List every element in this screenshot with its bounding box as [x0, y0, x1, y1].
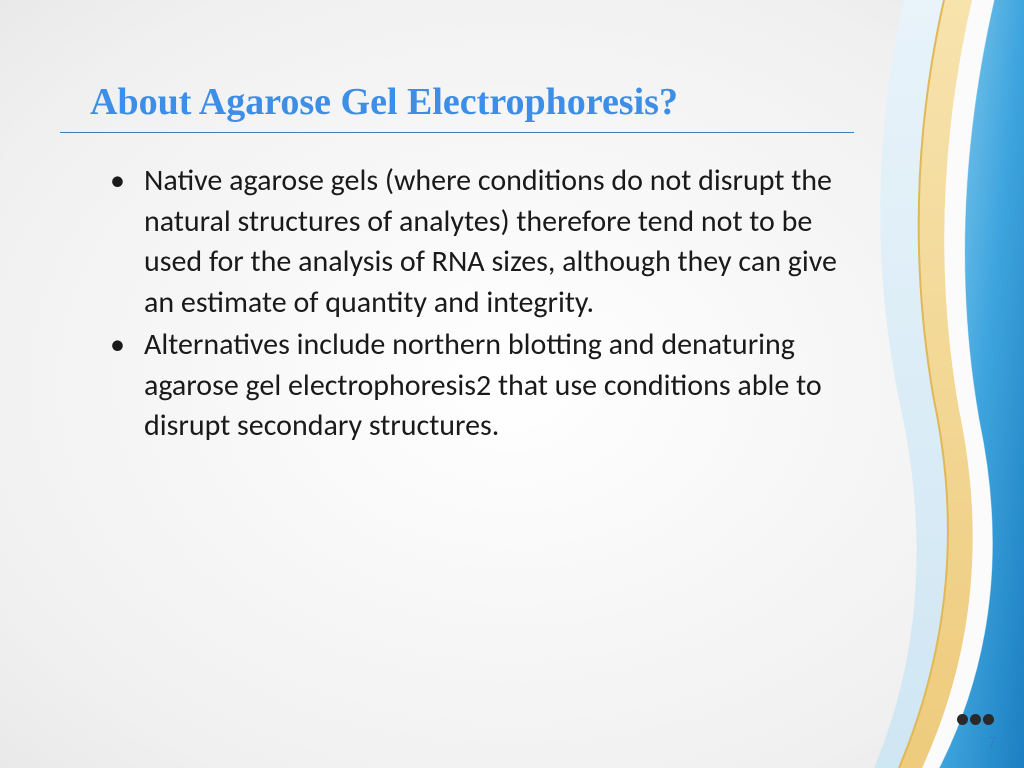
bullet-item: Native agarose gels (where conditions do… [110, 161, 854, 323]
bullet-item: Alternatives include northern blotting a… [110, 325, 854, 447]
slide-content: About Agarose Gel Electrophoresis? Nativ… [0, 0, 1024, 768]
slide-title: About Agarose Gel Electrophoresis? [60, 80, 854, 132]
title-underline [60, 132, 854, 133]
bullet-list: Native agarose gels (where conditions do… [60, 161, 854, 447]
ellipsis-dots [955, 711, 994, 730]
page-number: 7 [988, 734, 996, 752]
